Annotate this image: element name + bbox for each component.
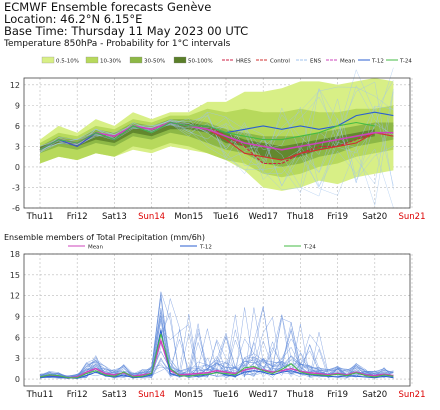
legend-label-t-12: T-12 <box>199 245 212 251</box>
y-tick-label: -6 <box>12 204 20 213</box>
day-label-fri19: Fri19 <box>327 212 348 222</box>
legend-label-30-50: 30-50% <box>144 59 165 65</box>
precipitation-chart: Ensemble members of Total Precipitation … <box>4 233 426 400</box>
precip-member-line <box>39 333 394 379</box>
y-tick-label: 3 <box>15 354 20 363</box>
chart-title: ECMWF Ensemble forecasts Genève <box>4 0 212 14</box>
temperature-axes: 12 9 6 3 0 -3 -6 Thu11 Fri12 Sat13 Sun14 Mon15 Tue16… <box>10 77 426 222</box>
temperature-series <box>39 111 394 165</box>
series-line-t-24 <box>39 121 375 151</box>
day-label-thu18: Thu18 <box>286 212 314 222</box>
day-label-mon15: Mon15 <box>174 212 203 222</box>
ens-member-line <box>39 105 394 196</box>
legend-label-0-5-10: 0.5-10% <box>56 59 79 65</box>
temperature-legend: 0.5-10% 10-30% 30-50% 50-100% HRES Control ENS… <box>41 56 412 65</box>
series-line-t-12 <box>39 330 394 379</box>
base-time-text: Base Time: Thursday 11 May 2023 00 UTC <box>4 24 249 38</box>
legend-label-t-24: T-24 <box>303 245 316 251</box>
y-tick-label: 0 <box>15 163 20 172</box>
precip-member-line <box>39 324 394 379</box>
temperature-chart: 0.5-10% 10-30% 30-50% 50-100% HRES Control ENS… <box>10 56 426 222</box>
y-tick-label: 9 <box>15 313 20 322</box>
y-tick-label: -3 <box>12 183 20 192</box>
precipitation-series <box>39 330 394 379</box>
legend-label-t-12: T-12 <box>371 59 384 65</box>
day-label-fri12: Fri12 <box>67 212 88 222</box>
day-label-sun21: Sun21 <box>399 390 426 400</box>
chart-subtitle: Temperature 850hPa - Probability for 1°C… <box>4 39 231 49</box>
legend-label-mean: Mean <box>340 59 355 65</box>
y-tick-label: 6 <box>15 333 20 342</box>
ens-member-line <box>39 67 394 194</box>
y-tick-label: 15 <box>10 271 20 280</box>
precip-member-line <box>39 306 394 378</box>
location-text: Location: 46.2°N 6.15°E <box>4 12 143 26</box>
day-label-thu11: Thu11 <box>26 212 54 222</box>
y-tick-label: 9 <box>15 101 20 110</box>
legend-swatch-30-50 <box>129 56 143 64</box>
precipitation-title: Ensemble members of Total Precipitation … <box>4 233 205 242</box>
legend-label-t-24: T-24 <box>399 59 412 65</box>
legend-swatch-50-100 <box>173 56 187 64</box>
y-tick-label: 12 <box>10 292 20 301</box>
y-tick-label: 0 <box>15 375 20 384</box>
day-label-sun14: Sun14 <box>138 390 165 400</box>
legend-label-hres: HRES <box>236 59 251 65</box>
day-label-thu18: Thu18 <box>286 390 314 400</box>
ens-member-line <box>39 97 394 181</box>
day-label-wed17: Wed17 <box>249 390 278 400</box>
series-line-t-24 <box>39 333 394 379</box>
plot-frame <box>23 77 411 209</box>
series-line-mean <box>39 338 394 379</box>
ens-member-line <box>39 69 394 150</box>
day-label-tue16: Tue16 <box>212 212 238 222</box>
day-label-mon15: Mon15 <box>174 390 203 400</box>
day-label-tue16: Tue16 <box>212 390 238 400</box>
legend-label-50-100: 50-100% <box>188 59 213 65</box>
day-label-sat13: Sat13 <box>102 390 127 400</box>
legend-swatch-0-5-10 <box>41 56 55 64</box>
precipitation-axes: 18 15 12 9 6 3 0 Thu11 Fri12 Sat13 Sun14 Mon15 Tue16… <box>10 250 426 400</box>
day-label-sun21: Sun21 <box>399 212 426 222</box>
y-tick-label: 3 <box>15 142 20 151</box>
legend-label-mean: Mean <box>88 245 103 251</box>
day-label-fri12: Fri12 <box>67 390 88 400</box>
legend-label-control: Control <box>270 59 290 65</box>
precipitation-members <box>39 291 394 380</box>
legend-swatch-10-30 <box>85 56 99 64</box>
legend-label-10-30: 10-30% <box>100 59 121 65</box>
day-label-sun14: Sun14 <box>138 212 165 222</box>
day-label-wed17: Wed17 <box>249 212 278 222</box>
day-label-sat20: Sat20 <box>362 390 387 400</box>
day-label-fri19: Fri19 <box>327 390 348 400</box>
ens-member-line <box>39 106 394 208</box>
precipitation-legend: Mean T-12 T-24 <box>68 245 316 251</box>
y-tick-label: 18 <box>10 250 20 259</box>
day-label-sat20: Sat20 <box>362 212 387 222</box>
day-label-sat13: Sat13 <box>102 212 127 222</box>
y-tick-label: 12 <box>10 81 20 90</box>
precipitation-grid <box>24 253 413 386</box>
day-label-thu11: Thu11 <box>26 390 54 400</box>
legend-label-ens: ENS <box>310 59 322 65</box>
y-tick-label: 6 <box>15 122 20 131</box>
plot-frame <box>23 253 411 387</box>
